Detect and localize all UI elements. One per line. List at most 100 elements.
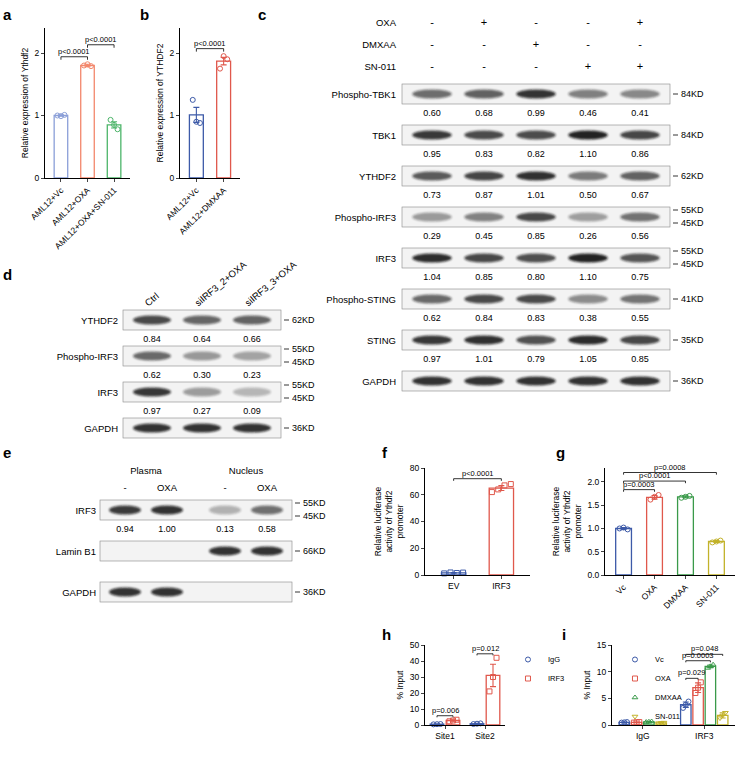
svg-text:0.66: 0.66 <box>243 334 261 344</box>
svg-text:GAPDH: GAPDH <box>362 376 396 387</box>
svg-text:62KD: 62KD <box>292 315 315 325</box>
svg-text:IgG: IgG <box>636 731 650 741</box>
svg-text:-: - <box>430 38 434 50</box>
svg-text:AML12+Vc: AML12+Vc <box>164 185 201 222</box>
svg-text:Phospho-IRF3: Phospho-IRF3 <box>335 212 396 223</box>
svg-text:+: + <box>637 60 643 72</box>
svg-text:0.75: 0.75 <box>631 272 649 282</box>
svg-text:0.73: 0.73 <box>423 190 441 200</box>
svg-text:1.05: 1.05 <box>579 354 597 364</box>
svg-text:10: 10 <box>410 704 420 714</box>
svg-text:Site2: Site2 <box>475 731 495 741</box>
svg-text:0.13: 0.13 <box>216 524 234 534</box>
svg-text:OXA: OXA <box>655 674 671 683</box>
svg-text:Nucleus: Nucleus <box>229 465 264 476</box>
svg-text:-: - <box>430 60 434 72</box>
svg-text:0.86: 0.86 <box>631 149 649 159</box>
svg-text:e: e <box>3 444 11 461</box>
svg-text:STING: STING <box>367 335 396 346</box>
svg-text:OXA: OXA <box>257 482 278 493</box>
svg-text:0.46: 0.46 <box>579 108 597 118</box>
svg-text:55KD: 55KD <box>681 246 704 256</box>
svg-text:-: - <box>586 16 590 28</box>
svg-text:-: - <box>534 60 538 72</box>
svg-text:0.38: 0.38 <box>579 313 597 323</box>
svg-text:-: - <box>223 482 226 493</box>
svg-text:p<0.0001: p<0.0001 <box>639 471 671 480</box>
svg-text:40: 40 <box>410 516 420 526</box>
svg-text:0.09: 0.09 <box>243 406 261 416</box>
svg-text:Vc: Vc <box>614 582 629 597</box>
svg-text:% Input: % Input <box>582 670 592 699</box>
svg-text:p<0.0001: p<0.0001 <box>462 469 494 478</box>
svg-text:IgG: IgG <box>548 655 560 664</box>
svg-text:Plasma: Plasma <box>130 465 162 476</box>
svg-text:0.56: 0.56 <box>631 231 649 241</box>
svg-text:-: - <box>638 38 642 50</box>
svg-text:IRF3: IRF3 <box>548 674 564 683</box>
svg-text:SN-011: SN-011 <box>364 61 396 72</box>
svg-text:0.41: 0.41 <box>631 108 649 118</box>
svg-text:0.5: 0.5 <box>587 547 599 557</box>
svg-text:2: 2 <box>35 48 40 58</box>
svg-text:p=0.0003: p=0.0003 <box>623 480 655 489</box>
svg-text:+: + <box>585 60 591 72</box>
svg-text:p=0.048: p=0.048 <box>691 644 718 653</box>
svg-text:0.30: 0.30 <box>193 370 211 380</box>
svg-text:1.01: 1.01 <box>527 190 545 200</box>
svg-text:0.84: 0.84 <box>475 313 493 323</box>
svg-text:20: 20 <box>410 688 420 698</box>
svg-text:Relative expression of Ythdf2: Relative expression of Ythdf2 <box>20 48 30 159</box>
svg-text:0.26: 0.26 <box>579 231 597 241</box>
svg-text:-: - <box>430 16 434 28</box>
svg-text:30: 30 <box>410 672 420 682</box>
svg-text:0.85: 0.85 <box>631 354 649 364</box>
svg-text:IRF3: IRF3 <box>75 505 96 516</box>
svg-text:p=0.0008: p=0.0008 <box>654 463 686 472</box>
svg-text:p=0.006: p=0.006 <box>432 706 459 715</box>
svg-text:-: - <box>586 38 590 50</box>
svg-text:SN-011: SN-011 <box>694 582 721 609</box>
svg-text:-: - <box>482 60 486 72</box>
svg-text:DMXAA: DMXAA <box>655 693 682 702</box>
svg-text:55KD: 55KD <box>303 498 326 508</box>
svg-text:62KD: 62KD <box>681 171 704 181</box>
svg-text:p<0.0001: p<0.0001 <box>58 47 90 56</box>
svg-text:55KD: 55KD <box>292 380 315 390</box>
svg-text:0: 0 <box>170 173 175 183</box>
svg-text:IRF3: IRF3 <box>375 253 396 264</box>
svg-text:1.10: 1.10 <box>579 272 597 282</box>
svg-text:0.55: 0.55 <box>631 313 649 323</box>
svg-text:2: 2 <box>170 48 175 58</box>
svg-text:60: 60 <box>410 490 420 500</box>
svg-text:Vc: Vc <box>655 655 664 664</box>
svg-text:1: 1 <box>35 110 40 120</box>
svg-text:2.0: 2.0 <box>587 477 599 487</box>
svg-text:SN-011: SN-011 <box>655 712 680 721</box>
svg-text:p<0.0001: p<0.0001 <box>194 39 226 48</box>
svg-text:siIRF3_3+OXA: siIRF3_3+OXA <box>242 258 298 308</box>
svg-text:g: g <box>556 444 565 461</box>
svg-text:Phospho-TBK1: Phospho-TBK1 <box>332 89 396 100</box>
svg-text:YTHDF2: YTHDF2 <box>81 315 118 326</box>
svg-text:45KD: 45KD <box>681 259 704 269</box>
svg-text:0.84: 0.84 <box>143 334 161 344</box>
svg-text:0.95: 0.95 <box>423 149 441 159</box>
svg-text:DMXAA: DMXAA <box>661 582 690 611</box>
svg-text:0.80: 0.80 <box>527 272 545 282</box>
svg-text:15: 15 <box>597 640 607 650</box>
svg-text:0.85: 0.85 <box>527 231 545 241</box>
svg-text:0.50: 0.50 <box>579 190 597 200</box>
svg-text:siIRF3_2+OXA: siIRF3_2+OXA <box>192 258 248 308</box>
svg-text:0.82: 0.82 <box>527 149 545 159</box>
svg-text:0.64: 0.64 <box>193 334 211 344</box>
svg-text:0: 0 <box>415 720 420 730</box>
svg-text:p=0.029: p=0.029 <box>678 668 705 677</box>
svg-text:AML12+OXA: AML12+OXA <box>50 185 93 228</box>
svg-text:OXA: OXA <box>376 17 397 28</box>
svg-text:0.97: 0.97 <box>423 354 441 364</box>
svg-text:f: f <box>382 444 388 461</box>
svg-text:80: 80 <box>410 463 420 473</box>
svg-text:DMXAA: DMXAA <box>362 39 396 50</box>
svg-text:0.23: 0.23 <box>243 370 261 380</box>
